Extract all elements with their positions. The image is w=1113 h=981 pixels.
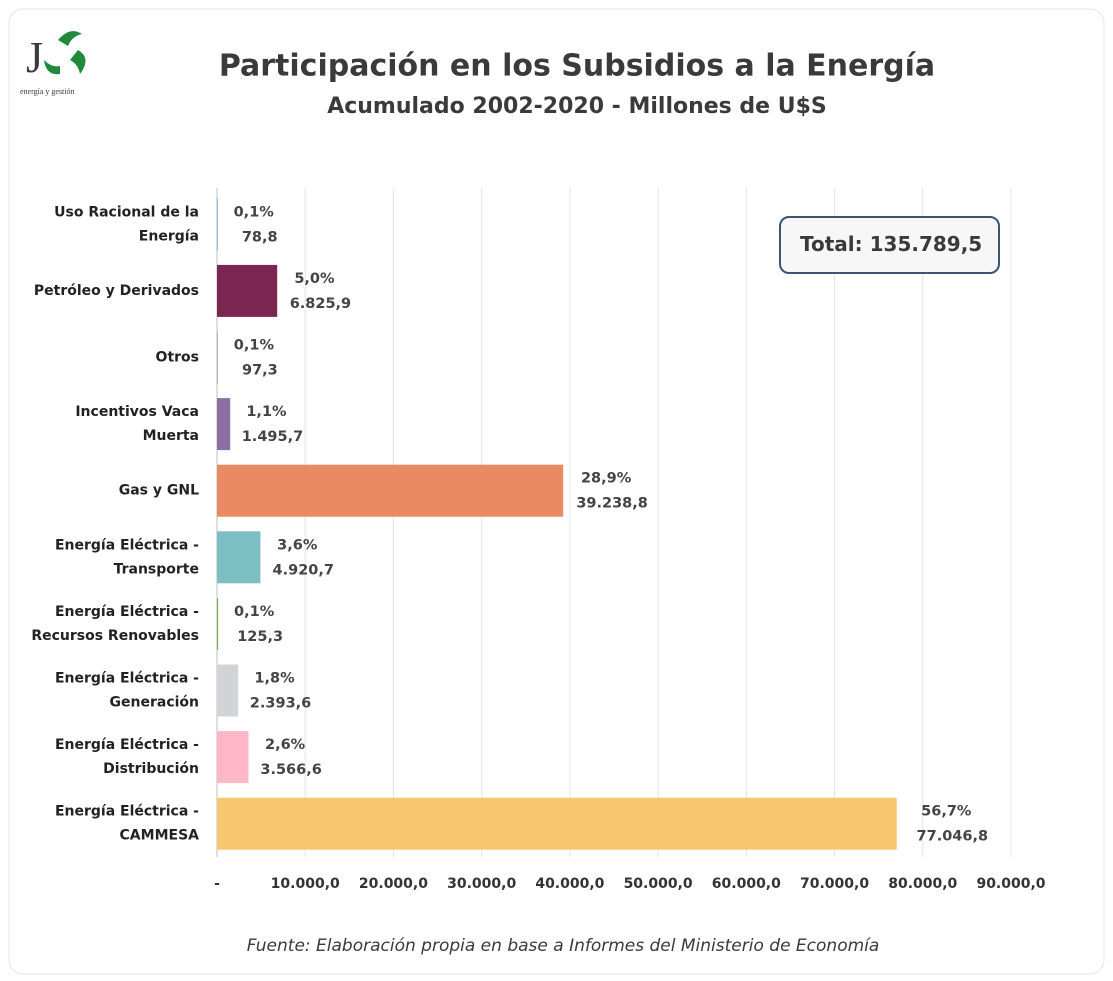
value-label: 3.566,6 bbox=[260, 762, 321, 778]
x-tick-label: 40.000,0 bbox=[535, 876, 604, 892]
y-tick-label-line: Generación bbox=[110, 695, 199, 711]
total-label: Total: 135.789,5 bbox=[800, 232, 982, 256]
bar bbox=[217, 797, 897, 850]
value-label: 78,8 bbox=[242, 229, 278, 245]
y-tick-label: Energía Eléctrica - Distribución bbox=[55, 737, 199, 777]
value-label: 97,3 bbox=[242, 363, 278, 379]
bar bbox=[217, 464, 564, 517]
chart-subtitle: Acumulado 2002-2020 - Millones de U$S bbox=[327, 94, 827, 119]
share-label: 0,1% bbox=[234, 604, 275, 620]
logo: J energía y gestión bbox=[20, 31, 86, 96]
y-tick-label-line: Distribución bbox=[103, 761, 199, 777]
y-tick-label-line: Petróleo y Derivados bbox=[34, 283, 199, 299]
y-tick-label: Energía Eléctrica - Recursos Renovables bbox=[31, 604, 199, 644]
y-tick-label-line: Energía Eléctrica - bbox=[55, 671, 199, 687]
value-label: 4.920,7 bbox=[273, 562, 334, 578]
x-tick-label: 60.000,0 bbox=[712, 876, 781, 892]
share-label: 3,6% bbox=[277, 537, 318, 553]
y-tick-label-line: Energía Eléctrica - bbox=[55, 537, 199, 553]
bar bbox=[217, 597, 219, 650]
value-label: 125,3 bbox=[237, 629, 283, 645]
x-tick-label: 20.000,0 bbox=[359, 876, 428, 892]
total-value: 135.789,5 bbox=[870, 232, 983, 256]
bar bbox=[217, 331, 218, 384]
y-tick-label-line: Recursos Renovables bbox=[31, 628, 199, 644]
share-label: 5,0% bbox=[294, 271, 335, 287]
x-tick-label: 90.000,0 bbox=[976, 876, 1045, 892]
share-label: 1,1% bbox=[246, 404, 287, 420]
value-label: 2.393,6 bbox=[250, 696, 311, 712]
y-tick-label: Uso Racional de la Energía bbox=[54, 204, 199, 244]
y-tick-label-line: Muerta bbox=[143, 428, 199, 444]
value-label: 6.825,9 bbox=[290, 296, 351, 312]
bar bbox=[217, 531, 261, 584]
x-tick-label: 50.000,0 bbox=[624, 876, 693, 892]
logo-caption: energía y gestión bbox=[20, 87, 75, 96]
bar bbox=[217, 731, 249, 784]
share-label: 28,9% bbox=[581, 471, 632, 487]
y-tick-label: Petróleo y Derivados bbox=[34, 283, 199, 299]
value-label: 39.238,8 bbox=[576, 496, 648, 512]
bar bbox=[217, 198, 218, 251]
x-tick-label: - bbox=[214, 876, 220, 892]
total-label-text: Total: bbox=[800, 232, 863, 256]
logo-letter: J bbox=[26, 33, 43, 82]
share-label: 0,1% bbox=[234, 338, 275, 354]
source-note: Fuente: Elaboración propia en base a Inf… bbox=[247, 936, 880, 956]
y-tick-label: Energía Eléctrica - Generación bbox=[55, 671, 199, 711]
bar bbox=[217, 264, 278, 317]
y-tick-label-line: Energía Eléctrica - bbox=[55, 737, 199, 753]
y-tick-label-line: CAMMESA bbox=[120, 828, 200, 844]
x-tick-label: 70.000,0 bbox=[800, 876, 869, 892]
y-tick-label: Energía Eléctrica - CAMMESA bbox=[55, 804, 199, 844]
x-tick-label: 30.000,0 bbox=[447, 876, 516, 892]
plot-area: - 10.000,0 20.000,0 30.000,0 40.000,0 50.000,… bbox=[31, 188, 1046, 892]
share-label: 56,7% bbox=[921, 804, 972, 820]
y-tick-label-line: Energía bbox=[139, 228, 199, 244]
bar bbox=[217, 664, 239, 717]
y-tick-label: Energía Eléctrica - Transporte bbox=[55, 537, 199, 577]
value-label: 77.046,8 bbox=[917, 829, 989, 845]
value-label: 1.495,7 bbox=[242, 429, 303, 445]
bar bbox=[217, 398, 231, 451]
y-tick-label: Gas y GNL bbox=[119, 483, 199, 499]
y-tick-label-line: Transporte bbox=[114, 561, 199, 577]
total-box bbox=[779, 216, 1000, 274]
y-tick-label: Incentivos Vaca Muerta bbox=[75, 404, 199, 444]
share-label: 0,1% bbox=[234, 204, 275, 220]
chart-title: Participación en los Subsidios a la Ener… bbox=[219, 49, 935, 84]
y-tick-label-line: Uso Racional de la bbox=[54, 204, 199, 220]
y-tick-label: Otros bbox=[156, 350, 199, 366]
y-tick-label-line: Energía Eléctrica - bbox=[55, 604, 199, 620]
x-tick-label: 80.000,0 bbox=[888, 876, 957, 892]
share-label: 1,8% bbox=[254, 671, 295, 687]
share-label: 2,6% bbox=[265, 737, 306, 753]
y-tick-label-line: Incentivos Vaca bbox=[75, 404, 199, 420]
x-tick-label: 10.000,0 bbox=[271, 876, 340, 892]
y-tick-label-line: Gas y GNL bbox=[119, 483, 199, 499]
logo-mark bbox=[44, 31, 86, 75]
y-tick-label-line: Energía Eléctrica - bbox=[55, 804, 199, 820]
y-tick-label-line: Otros bbox=[156, 350, 199, 366]
